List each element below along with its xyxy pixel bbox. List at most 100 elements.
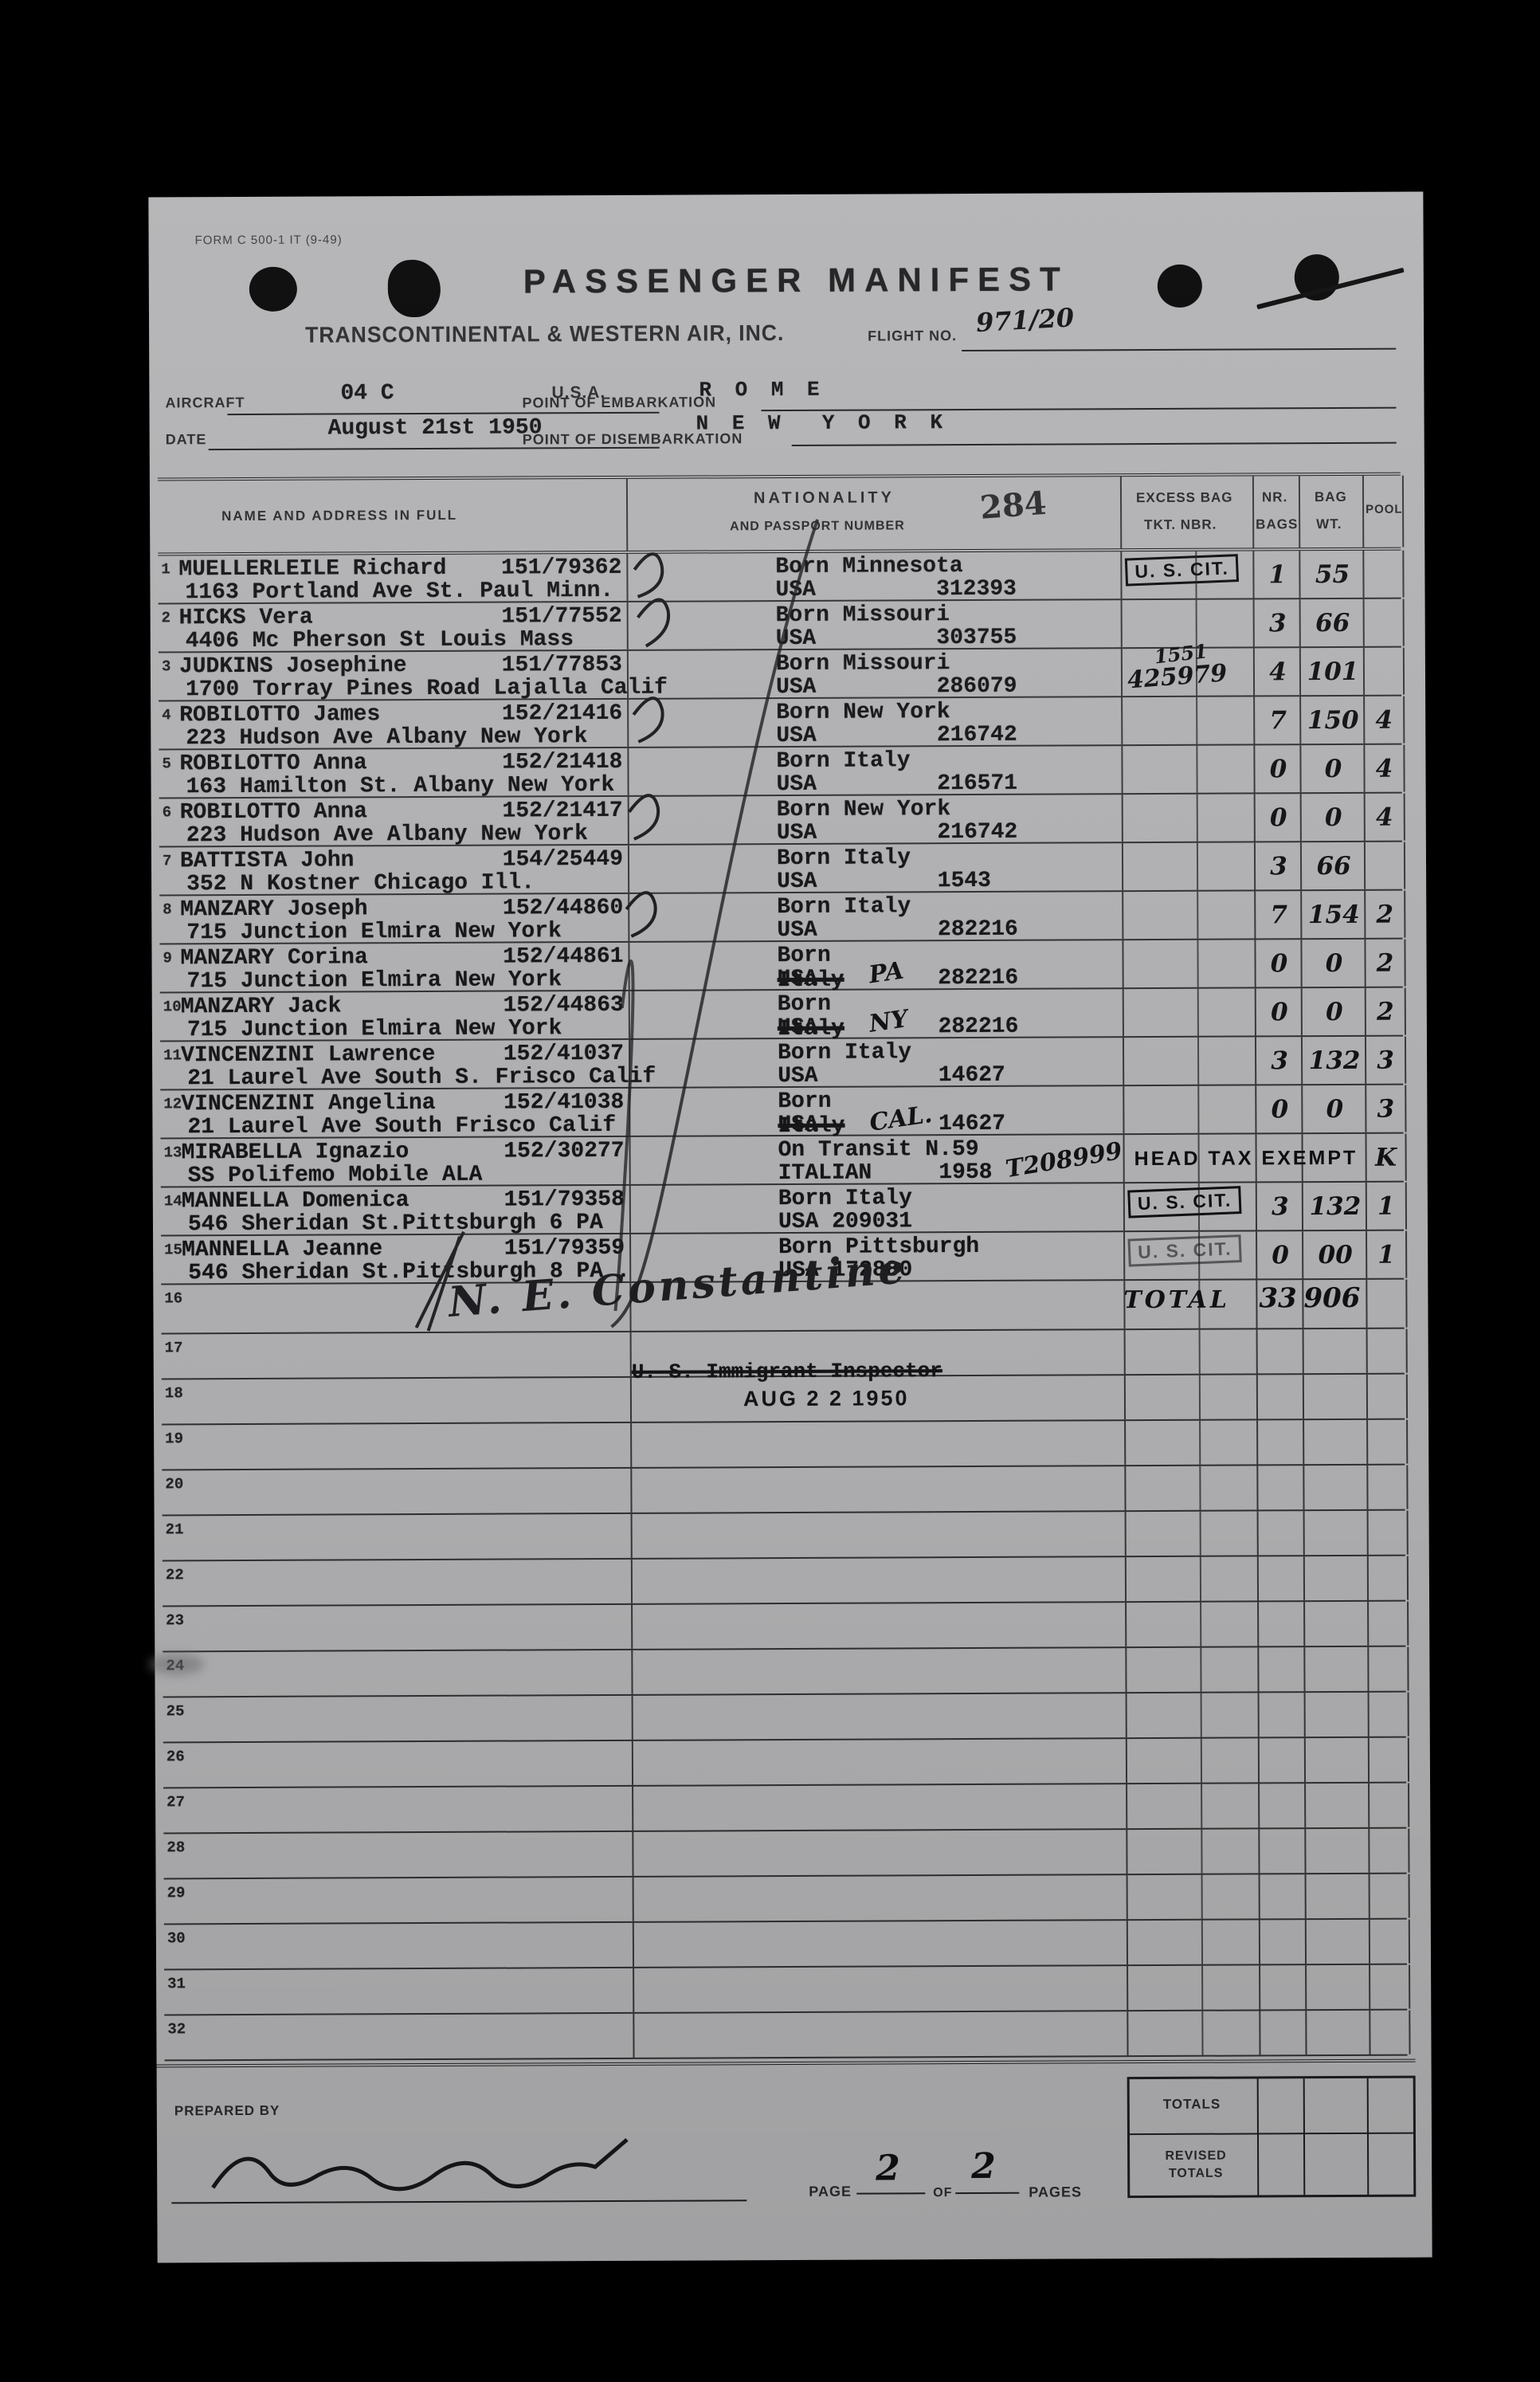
bag-weight-cell: [1303, 1692, 1370, 1737]
bags-count-cell: [1258, 1920, 1307, 1964]
excess-bag-cell: [1121, 745, 1256, 794]
birthplace-text: Born Italy: [777, 894, 911, 920]
birthplace-text: Born: [777, 991, 844, 1018]
bags-count-cell: [1258, 1829, 1307, 1874]
passenger-name: ROBILOTTO James: [179, 702, 381, 728]
embark-value: R O M E: [699, 377, 825, 402]
nationality-cell: Born Missouri USA 303755: [626, 600, 1123, 651]
passenger-name: HICKS Vera: [178, 605, 313, 631]
passenger-name-cell: ROBILOTTO Anna 152/21418 163 Hamilton St. …: [159, 748, 627, 800]
punch-dot: [1157, 264, 1202, 308]
manifest-row: 13 MIRABELLA Ignazio 152/30277 SS Polifemo …: [160, 1133, 1407, 1188]
bags-count-cell: [1258, 1874, 1307, 1919]
excess-bag-cell: U. S. CIT.: [1120, 551, 1255, 599]
pool-cell: [1367, 1646, 1409, 1691]
passenger-name: ROBILOTTO Anna: [179, 799, 368, 826]
bags-count-cell: 0: [1254, 940, 1303, 987]
nationality-cell: Born Italy USA 282216 NY: [628, 989, 1124, 1042]
passenger-address: 223 Hudson Ave Albany New York: [186, 724, 588, 751]
pool-cell: [1368, 1828, 1410, 1873]
passenger-name-cell: [164, 1878, 633, 1924]
nationality-cell: Born Italy USA 216571: [627, 746, 1123, 797]
passenger-file-number: 152/41037: [503, 1041, 625, 1067]
passenger-name: MANZARY Joseph: [180, 897, 368, 923]
manifest-row: 28: [163, 1828, 1410, 1880]
passenger-name-cell: MUELLERLEILE Richard 151/79362 1163 Portla…: [158, 554, 626, 606]
pool-cell: [1367, 1692, 1409, 1736]
pool-cell: [1366, 1374, 1409, 1419]
bag-weight-cell: 66: [1299, 842, 1366, 890]
passenger-name-cell: [162, 1332, 630, 1379]
head-tax-exempt-stamp: HEAD TAX EXEMPT: [1134, 1146, 1358, 1171]
flight-no-value: 971/20: [975, 302, 1076, 339]
passenger-name: MANNELLA Domenica: [181, 1188, 409, 1215]
pool-cell: [1368, 1874, 1410, 1918]
excess-bag-cell: [1120, 599, 1255, 648]
nationality-cell: [632, 1875, 1128, 1921]
passenger-name-cell: MANZARY Joseph 152/44860 715 Junction Elmi…: [159, 894, 628, 945]
manifest-row: 27: [163, 1783, 1410, 1835]
bags-count-cell: [1257, 1647, 1306, 1692]
passenger-name: MUELLERLEILE Richard: [178, 555, 447, 583]
total-bags-value: 33: [1259, 1282, 1297, 1315]
passenger-address: 546 Sheridan St.Pittsburgh 6 PA: [187, 1211, 603, 1238]
passenger-name-line: MIRABELLA Ignazio 152/30277: [182, 1139, 625, 1165]
passenger-address: 163 Hamilton St. Albany New York: [186, 772, 615, 800]
nationality-cell: [631, 1648, 1127, 1694]
pool-cell: [1362, 598, 1405, 646]
passenger-file-number: 154/25449: [502, 846, 624, 873]
pool-cell: [1369, 2010, 1411, 2054]
bag-weight-cell: [1303, 1601, 1370, 1646]
col-header-excess: EXCESS BAG TKT. NBR.: [1119, 476, 1255, 549]
bags-count-cell: 0: [1253, 745, 1302, 793]
date-received-stamp: AUG 2 2 1950: [743, 1386, 910, 1411]
passenger-name-cell: VINCENZINI Lawrence 152/41037 21 Laurel Av…: [160, 1040, 656, 1091]
passenger-address: 715 Junction Elmira New York: [186, 967, 562, 995]
birthplace-line: Born Italy: [777, 894, 911, 920]
pages-value: 2: [971, 2145, 996, 2188]
manifest-row: 31: [164, 1964, 1411, 2016]
manifest-row: 14 MANNELLA Domenica 151/79358 546 Sheridan…: [160, 1182, 1408, 1238]
excess-bag-cell: [1121, 842, 1256, 891]
passenger-name: ROBILOTTO Anna: [179, 751, 367, 777]
handwritten-correction: PA: [867, 956, 906, 990]
bags-count-cell: [1256, 1466, 1305, 1510]
excess-bag-cell: [1122, 891, 1256, 940]
passenger-file-number: 152/21416: [501, 700, 623, 727]
totals-label: TOTALS: [1162, 2096, 1221, 2112]
pages-label: PAGES: [1029, 2184, 1083, 2200]
pool-cell: 1: [1366, 1230, 1408, 1278]
excess-bag-cell: [1122, 988, 1256, 1037]
bag-weight-cell: 0: [1299, 793, 1366, 842]
manifest-row: 11 VINCENZINI Lawrence 152/41037 21 Laurel …: [159, 1036, 1407, 1091]
bags-count-cell: [1256, 1511, 1305, 1556]
pool-cell: [1366, 1279, 1408, 1328]
excess-bag-cell: [1121, 794, 1256, 842]
bag-weight-cell: [1304, 1828, 1370, 1874]
manifest-row: 4 ROBILOTTO James 152/21416 223 Hudson Ave …: [159, 696, 1405, 751]
nationality-cell: Born New York USA 216742: [627, 697, 1123, 748]
bags-count-cell: [1259, 2011, 1307, 2055]
birthplace-line: Born Italy: [778, 1040, 911, 1065]
prepared-by-label: PREPARED BY: [174, 2102, 280, 2119]
bag-weight-cell: 66: [1299, 598, 1365, 647]
passport-line: USA 312393: [775, 576, 1017, 603]
bags-count-cell: 3: [1254, 1037, 1303, 1085]
passport-line: USA 1543: [777, 868, 992, 895]
bag-weight-cell: 55: [1299, 550, 1365, 598]
bags-count-cell: [1258, 1784, 1307, 1828]
passenger-name-cell: BATTISTA John 154/25449 352 N Kostner Chic…: [159, 846, 628, 897]
excess-bag-cell: [1124, 1556, 1260, 1602]
nationality-cell: [630, 1466, 1127, 1513]
flight-no-line: [962, 347, 1397, 352]
embark-label: POINT OF EMBARKATION: [522, 394, 717, 411]
nationality-cell: [632, 1784, 1128, 1831]
pool-cell: [1369, 1964, 1411, 2009]
birthplace-line: On Transit N.59: [778, 1137, 979, 1163]
page-label: PAGE: [809, 2183, 852, 2200]
passenger-address: 1163 Portland Ave St. Paul Minn.: [185, 578, 614, 606]
passenger-name: VINCENZINI Angelina: [181, 1090, 436, 1117]
passenger-file-number: 152/44863: [503, 992, 624, 1018]
pool-cell: 4: [1363, 696, 1405, 744]
nationality-cell: On Transit N.59 ITALIAN 1958 T208999: [629, 1135, 1125, 1186]
